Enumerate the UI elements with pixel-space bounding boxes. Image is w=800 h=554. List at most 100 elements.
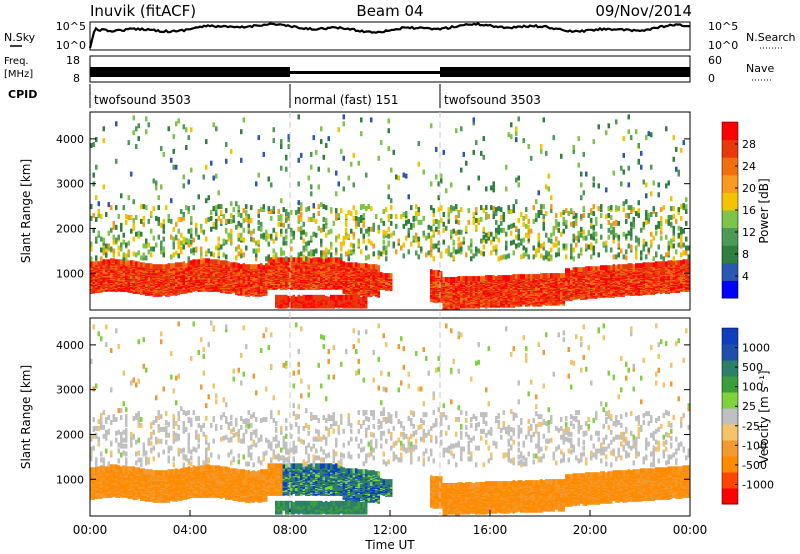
heatmap-cell [397,238,400,244]
heatmap-cell [405,211,408,216]
heatmap-cell [337,181,340,187]
heatmap-cell [485,275,488,281]
heatmap-cell [90,246,93,252]
heatmap-cell [255,251,258,257]
heatmap-cell [305,241,308,247]
heatmap-cell [102,259,105,265]
heatmap-cell [90,256,93,262]
heatmap-cell [235,277,238,282]
heatmap-cell [285,294,288,300]
heatmap-cell [142,204,145,210]
heatmap-cell [257,172,260,178]
heatmap-cell [205,198,208,204]
heatmap-cell [187,238,190,244]
heatmap-cell [240,213,243,218]
heatmap-cell [100,236,103,242]
heatmap-cell [360,249,363,255]
heatmap-cell [382,209,385,214]
heatmap-cell [215,218,218,224]
heatmap-cell [347,262,350,268]
heatmap-cell [237,220,240,226]
heatmap-cell [197,194,200,200]
heatmap-cell [327,257,330,263]
heatmap-cell [485,205,488,211]
heatmap-cell [175,164,178,170]
heatmap-cell [242,252,245,258]
heatmap-cell [302,238,305,244]
heatmap-cell [317,225,320,231]
heatmap-cell [310,294,313,300]
heatmap-cell [172,134,175,140]
heatmap-cell [440,280,443,285]
heatmap-cell [350,161,353,167]
heatmap-cell [287,257,290,263]
heatmap-cell [250,286,253,292]
heatmap-cell [192,259,195,265]
heatmap-cell [372,222,375,228]
heatmap-cell [280,198,283,204]
heatmap-cell [442,221,445,227]
heatmap-cell [180,246,183,252]
heatmap-cell [300,202,303,208]
heatmap-cell [302,229,305,235]
heatmap-cell [437,240,440,246]
heatmap-cell [210,210,213,215]
heatmap-cell [190,219,193,225]
heatmap-cell [367,231,370,237]
heatmap-cell [290,246,293,252]
heatmap-cell [480,205,483,211]
heatmap-cell [180,240,183,246]
heatmap-cell [147,218,150,224]
heatmap-cell [270,209,273,214]
heatmap-cell [170,218,173,224]
heatmap-cell [247,222,250,228]
heatmap-cell [345,262,348,268]
heatmap-cell [162,252,165,258]
heatmap-cell [347,294,350,300]
heatmap-cell [212,259,215,265]
heatmap-cell [305,231,308,237]
heatmap-cell [265,229,268,235]
heatmap-cell [217,236,220,242]
heatmap-cell [180,262,183,268]
heatmap-cell [307,294,310,300]
heatmap-cell [252,237,255,243]
heatmap-cell [280,247,283,253]
heatmap-cell [222,238,225,244]
heatmap-cell [182,174,185,180]
heatmap-cell [255,264,258,270]
heatmap-cell [457,242,460,248]
heatmap-cell [435,146,438,152]
heatmap-cell [427,224,430,230]
heatmap-cell [407,232,410,238]
heatmap-cell [320,238,323,244]
heatmap-cell [117,234,120,240]
heatmap-cell [355,220,358,226]
heatmap-cell [297,257,300,263]
heatmap-cell [435,243,438,249]
heatmap-cell [140,255,143,261]
heatmap-cell [150,246,153,252]
heatmap-cell [450,205,453,211]
heatmap-cell [437,223,440,229]
heatmap-cell [347,279,350,284]
heatmap-cell [142,215,145,221]
heatmap-cell [307,175,310,181]
heatmap-cell [382,249,385,255]
heatmap-cell [195,226,198,232]
heatmap-cell [130,215,133,220]
heatmap-cell [485,232,488,238]
heatmap-cell [387,214,390,219]
heatmap-cell [115,158,118,164]
heatmap-cell [95,137,98,143]
heatmap-cell [350,211,353,216]
heatmap-cell [105,212,108,217]
cpid-label: CPID [8,88,37,101]
heatmap-cell [357,221,360,227]
heatmap-cell [132,130,135,136]
heatmap-cell [260,226,263,232]
heatmap-cell [482,226,485,232]
heatmap-cell [162,246,165,252]
heatmap-cell [315,294,318,300]
heatmap-cell [287,295,290,301]
